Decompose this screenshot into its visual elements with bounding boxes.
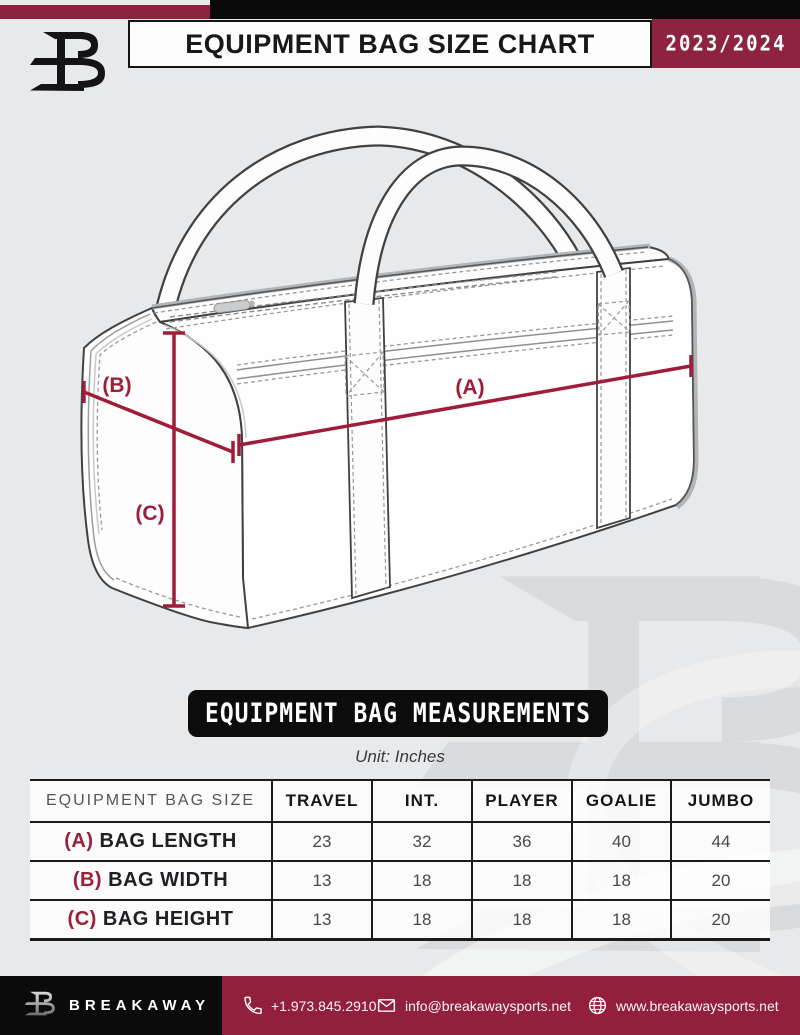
cell-value: 32 [371,821,472,861]
unit-label: Unit: Inches [355,747,445,766]
column-header-goalie: GOALIE [571,780,671,822]
header-black-bar [210,0,800,19]
cell-value: 13 [271,860,372,900]
footer-logo-block: BREAKAWAY [0,976,222,1035]
measurements-banner-label: EQUIPMENT BAG MEASUREMENTS [204,698,592,729]
cell-value: 18 [371,860,472,900]
page-title: EQUIPMENT BAG SIZE CHART [185,28,595,59]
cell-value: 44 [670,821,770,861]
cell-value: 40 [571,821,671,861]
zipper-pull-icon [213,299,255,314]
row-name: BAG WIDTH [108,869,229,891]
column-header-jumbo: JUMBO [670,780,770,822]
cell-value: 18 [371,899,472,940]
cell-value: 18 [571,860,671,900]
measurement-label-a: (A) [455,376,484,399]
footer-phone[interactable]: +1.973.845.2910 [242,976,377,1035]
bag-stitching [96,251,674,620]
measurement-label-b: (B) [102,374,131,397]
table-row: (A) BAG LENGTH 23 32 36 40 44 [30,821,770,861]
cell-value: 36 [471,821,572,861]
globe-icon [588,996,607,1015]
season-box: 2023/2024 [652,19,800,68]
size-table: EQUIPMENT BAG SIZE TRAVEL INT. PLAYER GO… [30,779,770,941]
measurement-label-c: (C) [135,502,164,525]
row-label-bag-width: (B) BAG WIDTH [30,860,272,900]
table-row: (B) BAG WIDTH 13 18 18 18 20 [30,860,770,900]
column-header-travel: TRAVEL [271,780,372,822]
footer-email[interactable]: info@breakawaysports.net [376,976,571,1035]
row-label-bag-height: (C) BAG HEIGHT [30,899,272,940]
header-maroon-strip [0,5,210,19]
phone-icon [244,996,262,1015]
email-address: info@breakawaysports.net [405,997,571,1014]
cell-value: 20 [670,860,770,900]
footer-website[interactable]: www.breakawaysports.net [587,976,779,1035]
cell-value: 23 [271,821,372,861]
phone-number: +1.973.845.2910 [271,997,377,1014]
bag-front-handle [353,145,624,305]
column-header-size: EQUIPMENT BAG SIZE [45,792,256,809]
brand-name: BREAKAWAY [69,997,211,1014]
breakaway-logo-footer [24,991,55,1016]
season-label: 2023/2024 [665,31,787,56]
row-key: (B) [72,869,103,891]
cell-value: 13 [271,899,372,940]
envelope-icon [377,999,396,1012]
row-label-bag-length: (A) BAG LENGTH [30,821,272,861]
cell-value: 18 [471,899,572,940]
row-key: (A) [64,830,94,852]
column-header-player: PLAYER [471,780,572,822]
row-name: BAG HEIGHT [102,908,234,930]
row-key: (C) [67,908,97,930]
breakaway-logo [30,32,105,91]
column-header-int: INT. [371,780,472,822]
cell-value: 18 [571,899,671,940]
bag-body [80,243,699,629]
table-row: (C) BAG HEIGHT 13 18 18 18 20 [30,899,770,940]
equipment-bag-illustration: (A) (B) (C) [80,125,699,629]
measurements-banner: EQUIPMENT BAG MEASUREMENTS [188,690,608,737]
cell-value: 18 [471,860,572,900]
bag-back-handle [152,125,587,324]
title-box: EQUIPMENT BAG SIZE CHART [128,20,652,68]
measurement-lines [82,331,693,608]
row-name: BAG LENGTH [99,830,237,852]
table-header-row: EQUIPMENT BAG SIZE TRAVEL INT. PLAYER GO… [30,780,770,822]
footer: BREAKAWAY +1.973.845.2910 info@breakaway… [0,976,800,1035]
website-url: www.breakawaysports.net [616,997,779,1014]
bag-straps [344,266,631,600]
cell-value: 20 [670,899,770,940]
